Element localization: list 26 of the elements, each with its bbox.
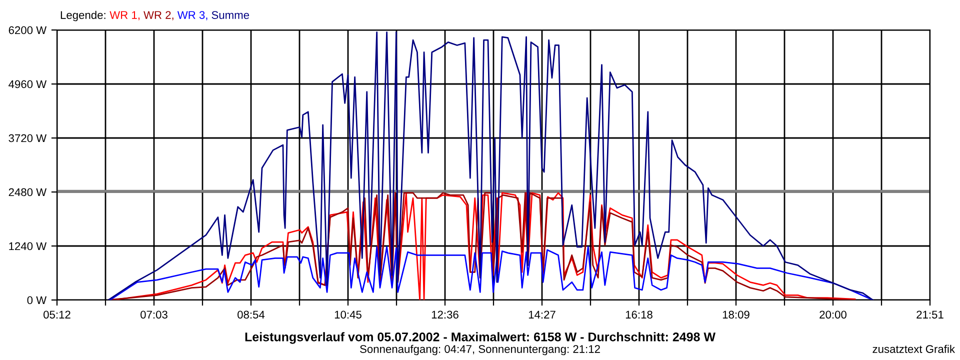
x-tick-label: 21:51 [916, 310, 944, 319]
text: Summe [212, 11, 250, 19]
x-tick-label: 05:12 [44, 310, 70, 319]
y-tick-label: 2480 W [8, 188, 47, 196]
x-tick-label: 10:45 [334, 310, 362, 319]
y-tick-label: 1240 W [9, 242, 47, 250]
y-tick-label: 0 W [27, 296, 47, 304]
text: WR 1, [110, 11, 140, 20]
x-tick-label: 20:00 [820, 310, 846, 319]
x-tick-label: 08:54 [238, 310, 265, 319]
text: zusatztext Grafik [872, 344, 956, 353]
x-tick-label: 16:18 [626, 310, 652, 319]
text: WR 3, [177, 11, 208, 20]
x-tick-label: 18:09 [722, 310, 750, 319]
x-tick-label: 07:03 [140, 310, 168, 319]
x-tick-label: 12:36 [432, 310, 458, 319]
text: Leistungsverlauf vom 05.07.2002 - Maximalwert: 6158 W - Durchschnitt: 2498 W [245, 332, 716, 344]
line-series [109, 246, 874, 300]
line-series [108, 31, 874, 300]
y-tick-label: 6200 W [8, 26, 47, 34]
y-tick-label: 3720 W [8, 134, 47, 142]
legend-title: Legende: [60, 10, 106, 22]
text: WR 2, [144, 11, 174, 20]
text: Sonnenaufgang: 04:47, Sonnenuntergang: 21:12 [360, 344, 600, 356]
x-tick-label: 14:27 [528, 310, 556, 318]
y-tick-label: 4960 W [8, 80, 47, 88]
